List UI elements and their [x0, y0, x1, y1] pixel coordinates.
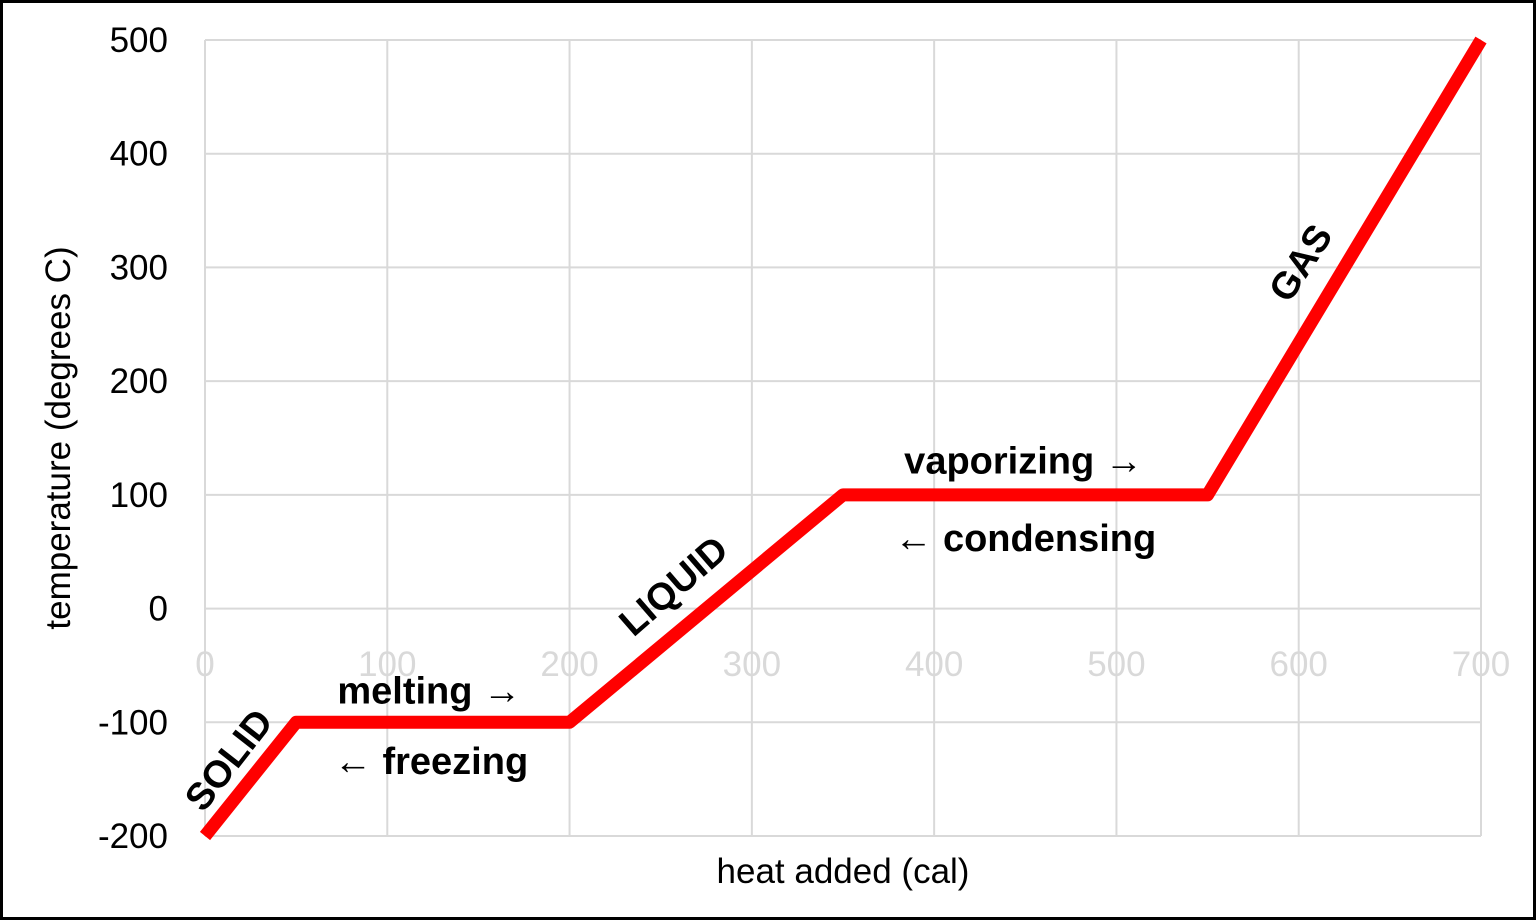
- y-axis-title: temperature (degrees C): [39, 246, 78, 629]
- x-tick-label: 200: [540, 645, 598, 684]
- annotation-label: ← freezing: [334, 741, 528, 783]
- curve-heating-curve: [199, 36, 1487, 841]
- annotation-label: vaporizing →: [904, 441, 1143, 483]
- y-tick-label: -100: [98, 703, 168, 742]
- y-tick-label: -200: [98, 817, 168, 856]
- annotation-label: melting →: [337, 670, 521, 712]
- x-tick-label: 600: [1270, 645, 1328, 684]
- x-tick-label: 100: [358, 645, 416, 684]
- y-tick-label: 0: [149, 590, 168, 629]
- x-tick-label: 300: [723, 645, 781, 684]
- x-tick-label: 500: [1087, 645, 1145, 684]
- y-tick-label: 500: [110, 21, 168, 60]
- x-axis-title: heat added (cal): [717, 852, 970, 891]
- x-tick-label: 400: [905, 645, 963, 684]
- y-tick-label: 200: [110, 362, 168, 401]
- annotation-label: ← condensing: [894, 518, 1156, 560]
- y-tick-label: 100: [110, 476, 168, 515]
- x-tick-label: 0: [195, 645, 214, 684]
- y-tick-label: 400: [110, 135, 168, 174]
- x-tick-label: 700: [1452, 645, 1510, 684]
- heating-curve-chart: -200 -100 0 100 200 300 400 500 0 100 200 300 400 500…: [39, 21, 1510, 891]
- y-tick-label: 300: [110, 248, 168, 287]
